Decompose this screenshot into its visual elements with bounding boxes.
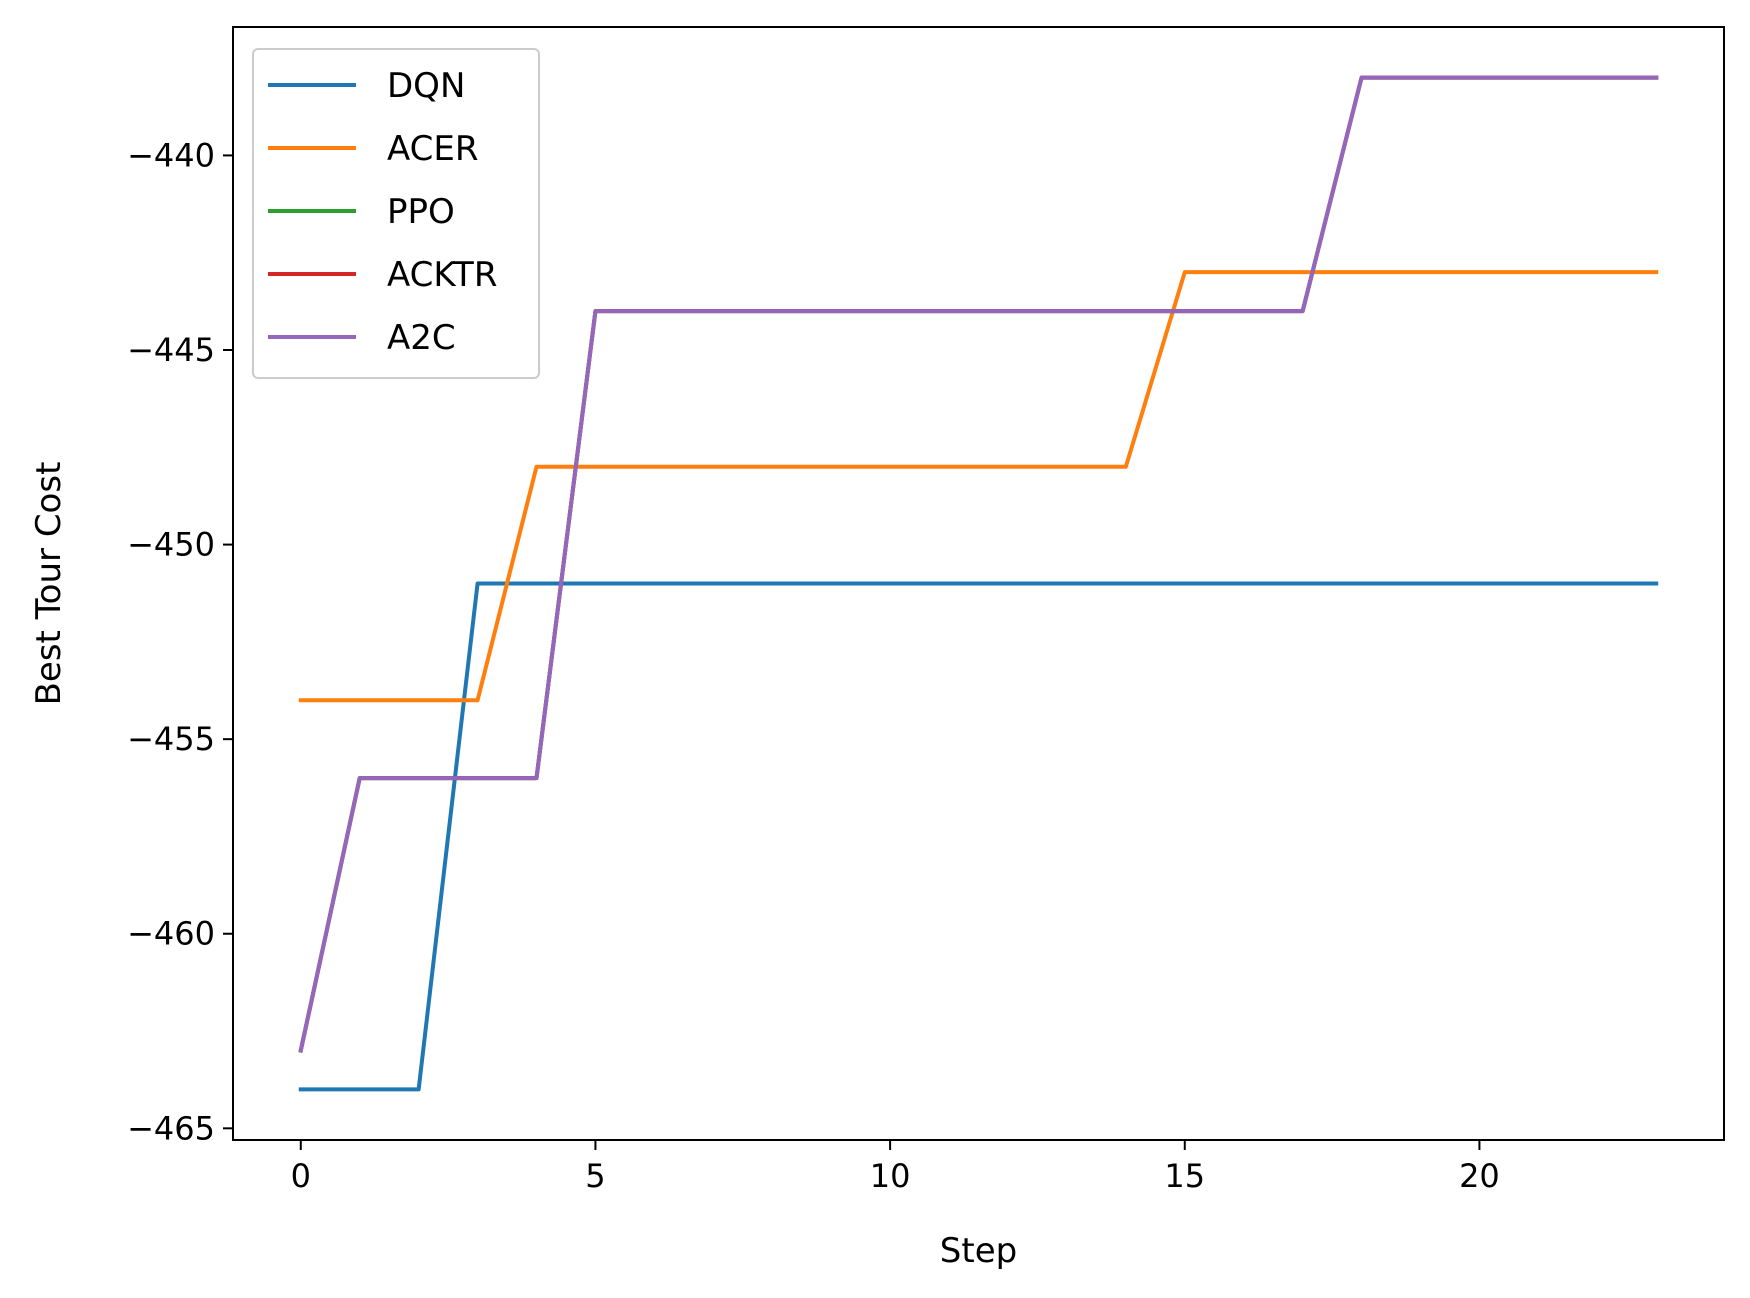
series-line-dqn bbox=[298, 581, 1659, 1092]
x-tick-label: 5 bbox=[585, 1157, 605, 1195]
series-line-a2c bbox=[298, 75, 1659, 1053]
y-axis-label: Best Tour Cost bbox=[29, 462, 69, 706]
x-tick-label: 15 bbox=[1164, 1157, 1205, 1195]
legend: DQN ACER PPO ACKTR A2C bbox=[252, 48, 540, 379]
legend-box bbox=[252, 48, 540, 379]
legend-label-acktr: ACKTR bbox=[387, 255, 497, 295]
series-layer bbox=[298, 75, 1659, 1092]
y-tick-label: −455 bbox=[127, 720, 215, 758]
legend-label-a2c: A2C bbox=[387, 318, 456, 358]
y-tick-label: −465 bbox=[127, 1109, 215, 1147]
x-tick-label: 20 bbox=[1459, 1157, 1500, 1195]
y-tick-label: −445 bbox=[127, 331, 215, 369]
x-tick-label: 10 bbox=[870, 1157, 911, 1195]
plot-frame bbox=[232, 26, 1725, 1141]
legend-label-ppo: PPO bbox=[387, 192, 455, 232]
series-line-acer bbox=[298, 270, 1659, 703]
x-tick-label: 0 bbox=[291, 1157, 311, 1195]
x-axis-label: Step bbox=[940, 1231, 1017, 1271]
y-axis: −465 −460 −455 −450 −445 −440 bbox=[127, 136, 233, 1147]
y-tick-label: −450 bbox=[127, 526, 215, 564]
legend-label-dqn: DQN bbox=[387, 66, 465, 106]
y-tick-label: −440 bbox=[127, 136, 215, 174]
x-axis: 0 5 10 15 20 bbox=[291, 1140, 1500, 1195]
legend-label-acer: ACER bbox=[387, 129, 479, 169]
y-tick-label: −460 bbox=[127, 915, 215, 953]
